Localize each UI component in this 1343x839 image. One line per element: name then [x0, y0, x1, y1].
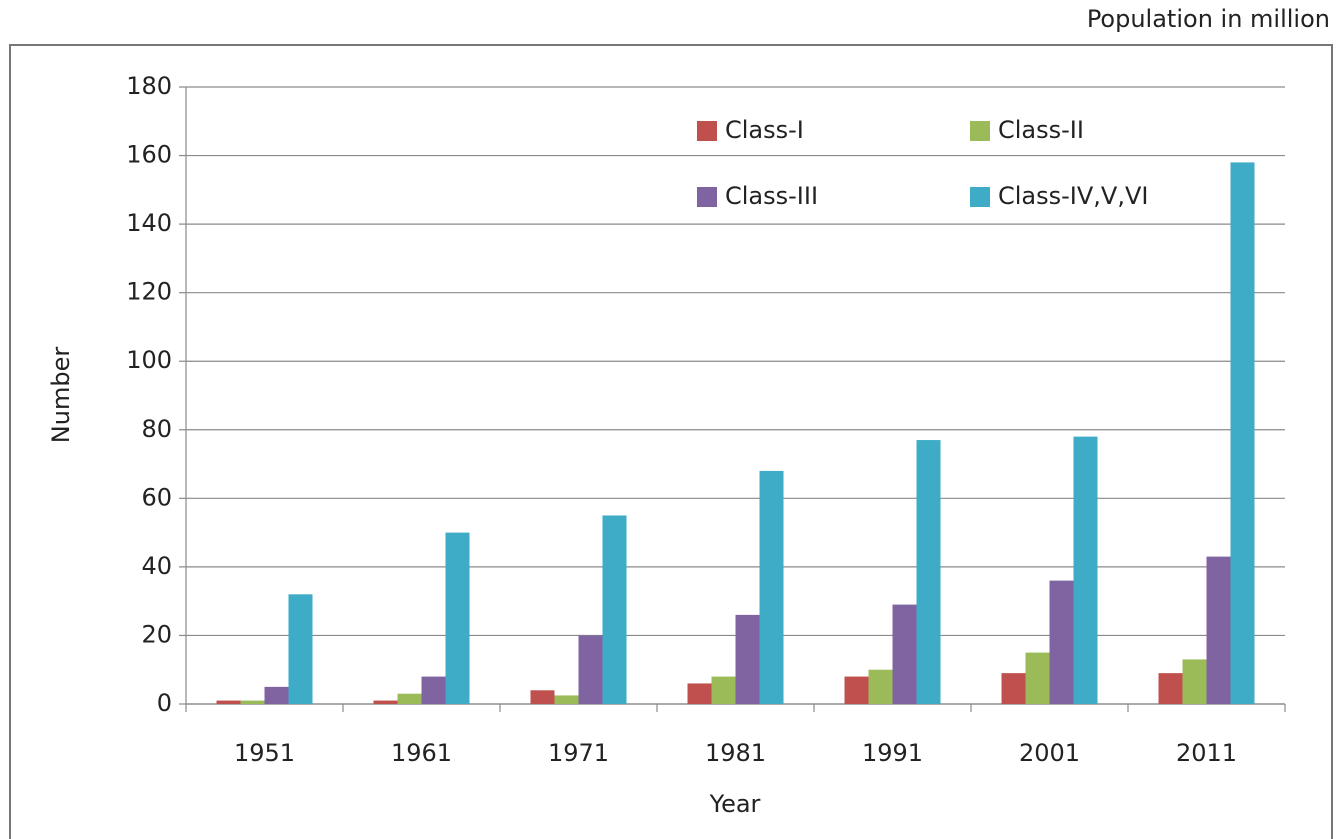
x-tick-label: 1971: [548, 739, 609, 767]
bar: [1025, 652, 1050, 704]
bar: [868, 669, 893, 704]
legend-swatch: [970, 187, 990, 207]
bar: [554, 695, 579, 704]
x-tick-label: 1961: [391, 739, 452, 767]
y-tick-label: 100: [126, 346, 172, 374]
legend-label: Class-I: [725, 116, 804, 144]
bar: [1049, 580, 1074, 704]
x-tick-label: 1991: [862, 739, 923, 767]
bar: [735, 614, 760, 704]
unit-note: Population in million: [1087, 5, 1330, 33]
legend-label: Class-III: [725, 182, 818, 210]
bar: [240, 700, 265, 704]
y-tick-label: 20: [141, 620, 172, 648]
bar: [421, 676, 446, 704]
y-tick-label: 120: [126, 278, 172, 306]
y-tick-label: 0: [157, 689, 172, 717]
bar: [602, 515, 627, 704]
y-tick-label: 180: [126, 72, 172, 100]
bar: [1073, 436, 1098, 704]
bar: [1206, 556, 1231, 704]
bar: [264, 686, 289, 704]
bar: [216, 700, 241, 704]
legend-label: Class-II: [998, 116, 1084, 144]
bar: [530, 690, 555, 704]
bar: [687, 683, 712, 704]
legend-swatch: [697, 187, 717, 207]
y-tick-label: 80: [141, 415, 172, 443]
bar: [844, 676, 869, 704]
bar: [1001, 673, 1026, 704]
x-tick-label: 1981: [705, 739, 766, 767]
y-tick-label: 40: [141, 552, 172, 580]
y-tick-label: 160: [126, 141, 172, 169]
x-axis-title: Year: [709, 790, 761, 818]
bar: [892, 604, 917, 704]
bar: [711, 676, 736, 704]
bar: [1230, 162, 1255, 704]
y-axis-title: Number: [47, 347, 75, 444]
x-tick-label: 2001: [1019, 739, 1080, 767]
bar: [916, 440, 941, 704]
bar: [759, 470, 784, 704]
legend-swatch: [970, 121, 990, 141]
x-tick-label: 1951: [234, 739, 295, 767]
bar: [288, 594, 313, 704]
bar: [1158, 673, 1183, 704]
legend-swatch: [697, 121, 717, 141]
bar: [578, 635, 603, 704]
chart-border: [9, 44, 1333, 839]
bar: [397, 693, 422, 704]
y-tick-label: 140: [126, 209, 172, 237]
legend-label: Class-IV,V,VI: [998, 182, 1148, 210]
bar: [1182, 659, 1207, 704]
bar: [445, 532, 470, 704]
y-tick-label: 60: [141, 483, 172, 511]
x-tick-label: 2011: [1176, 739, 1237, 767]
bar: [373, 700, 398, 704]
